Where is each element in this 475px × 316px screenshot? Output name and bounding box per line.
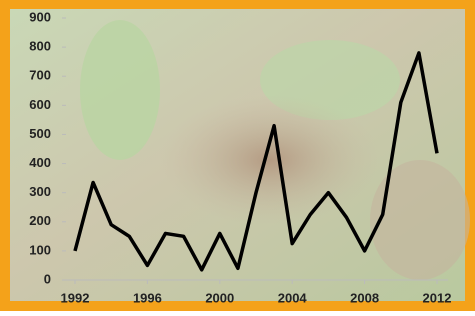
photo-ground <box>370 160 470 280</box>
y-tick-label: 100 <box>29 242 51 257</box>
x-tick-label: 1996 <box>133 290 162 305</box>
y-tick-label: 800 <box>29 39 51 54</box>
photo-moth <box>160 95 380 225</box>
y-tick-label: 0 <box>44 271 51 286</box>
y-tick-label: 400 <box>29 155 51 170</box>
x-tick-label: 2000 <box>205 290 234 305</box>
y-tick-label: 500 <box>29 126 51 141</box>
chart: 0 100 200 300 400 500 600 700 800 900 1992 1996 2000… <box>0 0 475 311</box>
x-tick-label: 2012 <box>423 290 452 305</box>
y-tick-label: 200 <box>29 213 51 228</box>
y-tick-label: 700 <box>29 68 51 83</box>
x-tick-label: 2008 <box>350 290 379 305</box>
x-tick-label: 1992 <box>61 290 90 305</box>
y-tick-label: 300 <box>29 184 51 199</box>
y-tick-label: 600 <box>29 97 51 112</box>
y-tick-label: 900 <box>29 9 51 24</box>
photo-leaf <box>80 20 160 160</box>
x-tick-label: 2004 <box>278 290 308 305</box>
